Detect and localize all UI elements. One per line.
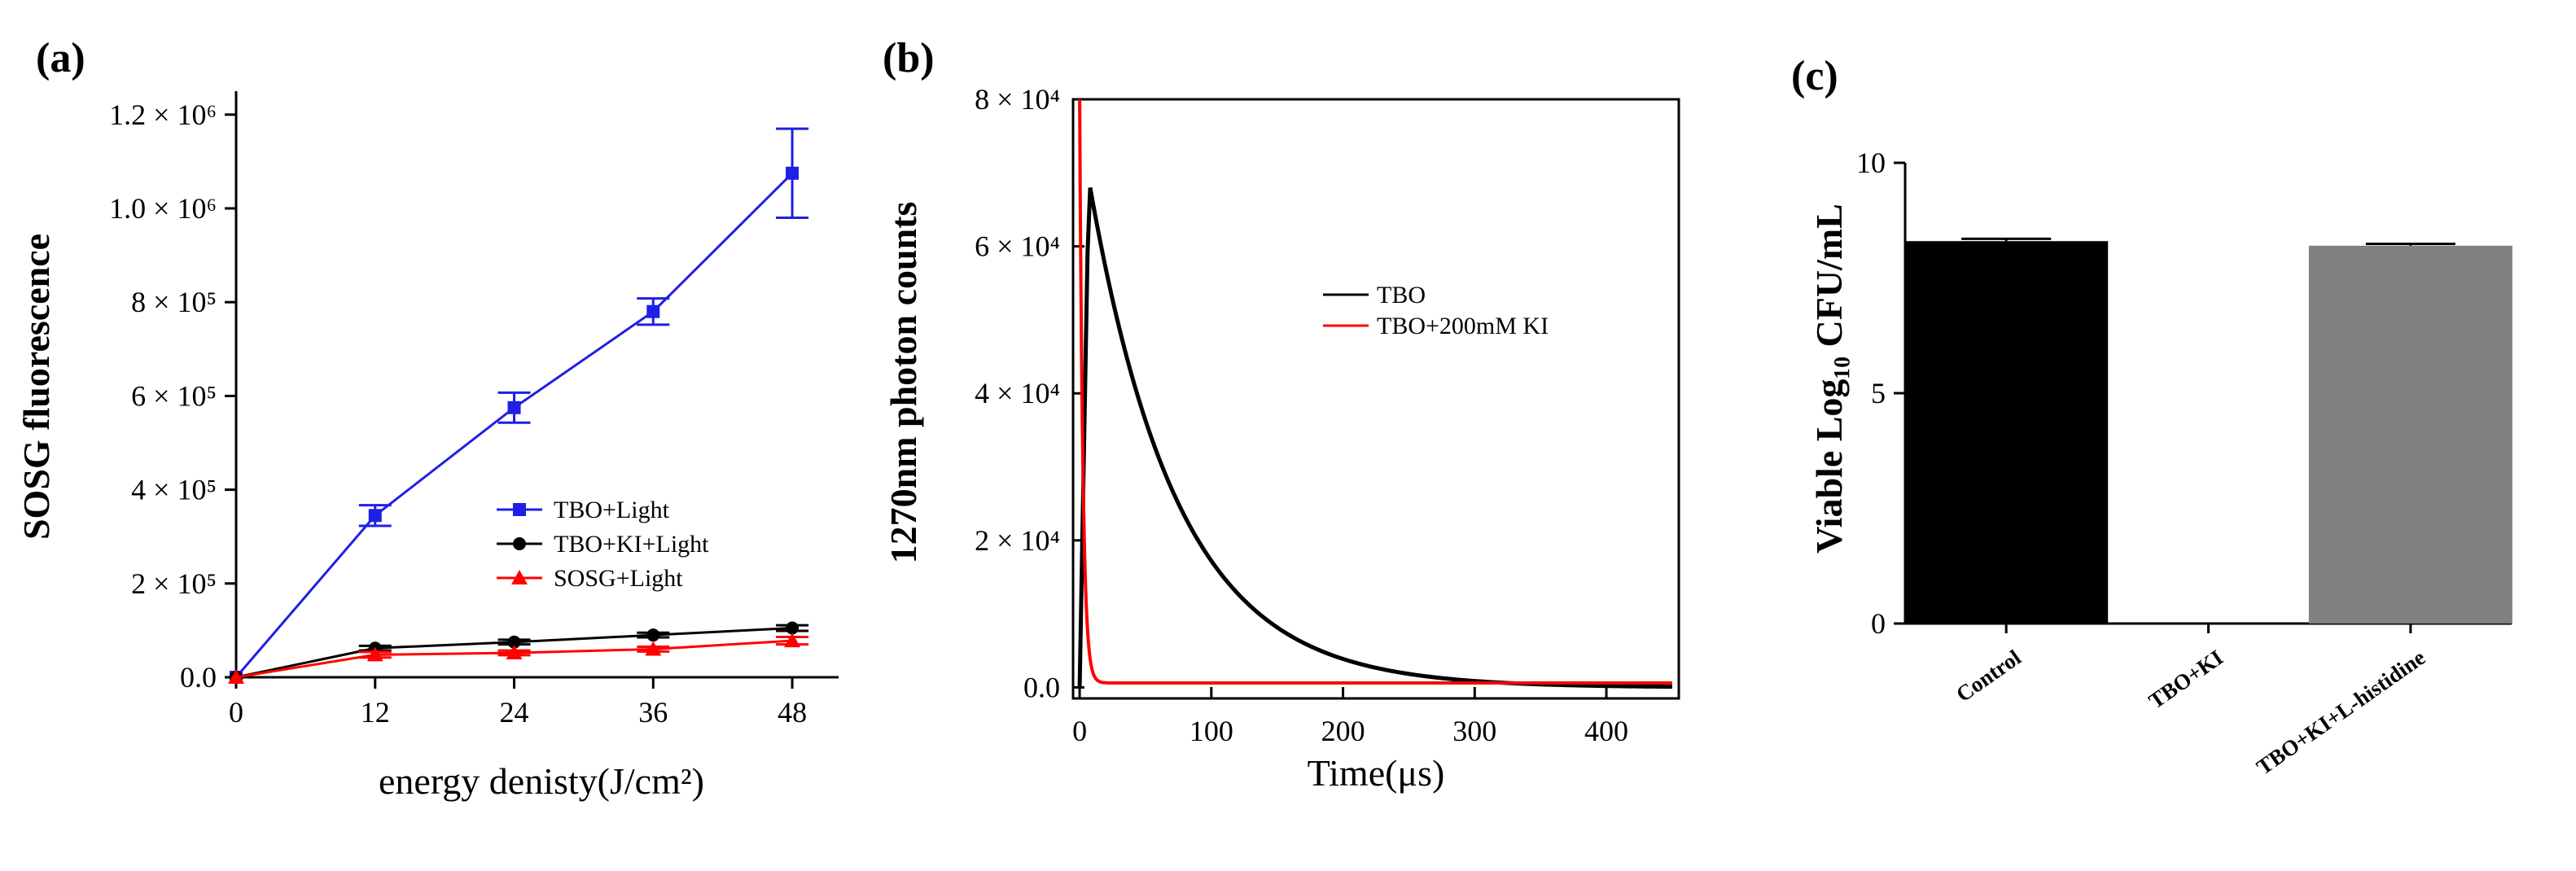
panel-a-y-tick-label: 2 × 10⁵ (131, 567, 217, 600)
panel-b-legend-label: TBO (1377, 282, 1426, 309)
panel-a-x-tick-label: 36 (638, 696, 668, 729)
panel-b-y-axis-title: 1270nm photon counts (883, 202, 924, 564)
panel-b-x-tick-label: 0 (1072, 715, 1087, 747)
panel-a-series-line-tbo-light (234, 172, 794, 678)
panel-a-legend-marker (511, 570, 528, 584)
panel-c-bar (2308, 245, 2512, 624)
panel-b-y-tick-label: 6 × 10⁴ (975, 230, 1060, 263)
panel-b-series-line-tbo (1077, 187, 1672, 689)
panel-a-legend-marker (513, 537, 526, 550)
panel-c-plot-area: 0 5 10 Control TBO+KI TBO+KI+L-histidine (1856, 147, 2512, 780)
panel-a-data-point (507, 400, 521, 414)
panel-a-y-tick-label: 1.2 × 10⁶ (109, 98, 217, 131)
panel-a-x-tick-label: 24 (500, 696, 529, 729)
panel-b-x-tick-label: 400 (1584, 715, 1628, 747)
panel-a-x-tick-label: 12 (361, 696, 390, 729)
panel-b-plot-area: 0 100 200 300 400 0.0 2 × 10⁴ 4 × 10⁴ 6 × 10⁴ 8 ×… (975, 83, 1680, 747)
panel-a-legend-marker (513, 503, 526, 516)
panel-a-y-tick-label: 8 × 10⁵ (131, 286, 217, 318)
panel-a-y-tick-label: 4 × 10⁵ (131, 474, 217, 506)
panel-c-y-tick-label: 0 (1871, 607, 1886, 640)
panel-c-label: (c) (1791, 53, 1838, 99)
panel-a-x-axis-title: energy denisty(J/cm²) (379, 760, 704, 802)
panel-a-y-axis-title: SOSG fluorescence (15, 234, 57, 540)
panel-b-y-tick-label: 2 × 10⁴ (975, 524, 1060, 557)
panel-a-x-tick-label: 48 (778, 696, 807, 729)
panel-b-label: (b) (883, 35, 935, 81)
panel-a-y-tick-label: 6 × 10⁵ (131, 379, 217, 412)
panel-a-data-point (786, 166, 800, 180)
panel-a-y-tick-label: 0.0 (180, 661, 217, 694)
panel-c-category-label: TBO+KI+L-histidine (2252, 645, 2429, 779)
panel-b-x-axis-title: Time(μs) (1308, 752, 1445, 794)
panel-a-data-point (784, 632, 801, 648)
panel-a-data-point (228, 669, 244, 684)
panel-a-data-point (506, 645, 523, 660)
panel-b-y-tick-label: 0.0 (1023, 671, 1060, 703)
panel-a-data-point (507, 635, 521, 649)
panel-c-category-label: TBO+KI (2144, 645, 2228, 713)
panel-b-x-tick-label: 300 (1452, 715, 1496, 747)
panel-a-legend-label: TBO+KI+Light (554, 531, 709, 558)
panel-b-series-line-tbo-ki (1078, 98, 1672, 685)
panel-a-plot-area: 0 12 24 36 48 0.0 2 × 10⁵ 4 × 10⁵ 6 × 10⁵ 8 × 10⁵… (109, 91, 839, 729)
panel-a-data-point (786, 621, 800, 635)
panel-a-y-tick-label: 1.0 × 10⁶ (109, 192, 217, 225)
panel-a-x-tick-label: 0 (229, 696, 243, 729)
panel-c-y-axis-title: Viable Log₁₀ CFU/mL (1808, 204, 1850, 554)
panel-b-frame (1071, 98, 1680, 700)
panel-c-y-tick-label: 10 (1856, 147, 1886, 179)
panel-c-bar (1904, 241, 2109, 624)
panel-a-data-point (646, 628, 660, 642)
panel-b-y-tick-label: 8 × 10⁴ (975, 83, 1060, 116)
panel-a-line-chart: (a) 0 12 24 36 48 0.0 2 × 10⁵ 4 × 10⁵ 6 × 10⁵ 8 ×… (15, 35, 839, 802)
panel-c-category-label: Control (1952, 645, 2026, 707)
panel-a-legend-label: SOSG+Light (554, 565, 683, 592)
panel-c-y-tick-label: 5 (1871, 377, 1886, 409)
panel-b-legend-label: TBO+200mM KI (1377, 313, 1549, 339)
panel-a-data-point (366, 646, 383, 662)
panel-a-data-point (368, 509, 382, 523)
panel-a-legend-label: TBO+Light (554, 497, 670, 523)
panel-b-y-tick-label: 4 × 10⁴ (975, 377, 1060, 409)
panel-b-line-chart: (b) 0 100 200 300 400 0.0 2 × 10⁴ 4 × 10⁴ 6 × 10… (883, 35, 1680, 794)
panel-a-data-point (646, 304, 660, 318)
panel-a-label: (a) (36, 35, 85, 81)
panel-b-x-tick-label: 200 (1321, 715, 1365, 747)
panel-b-x-tick-label: 100 (1189, 715, 1233, 747)
panel-a-data-point (645, 641, 662, 656)
